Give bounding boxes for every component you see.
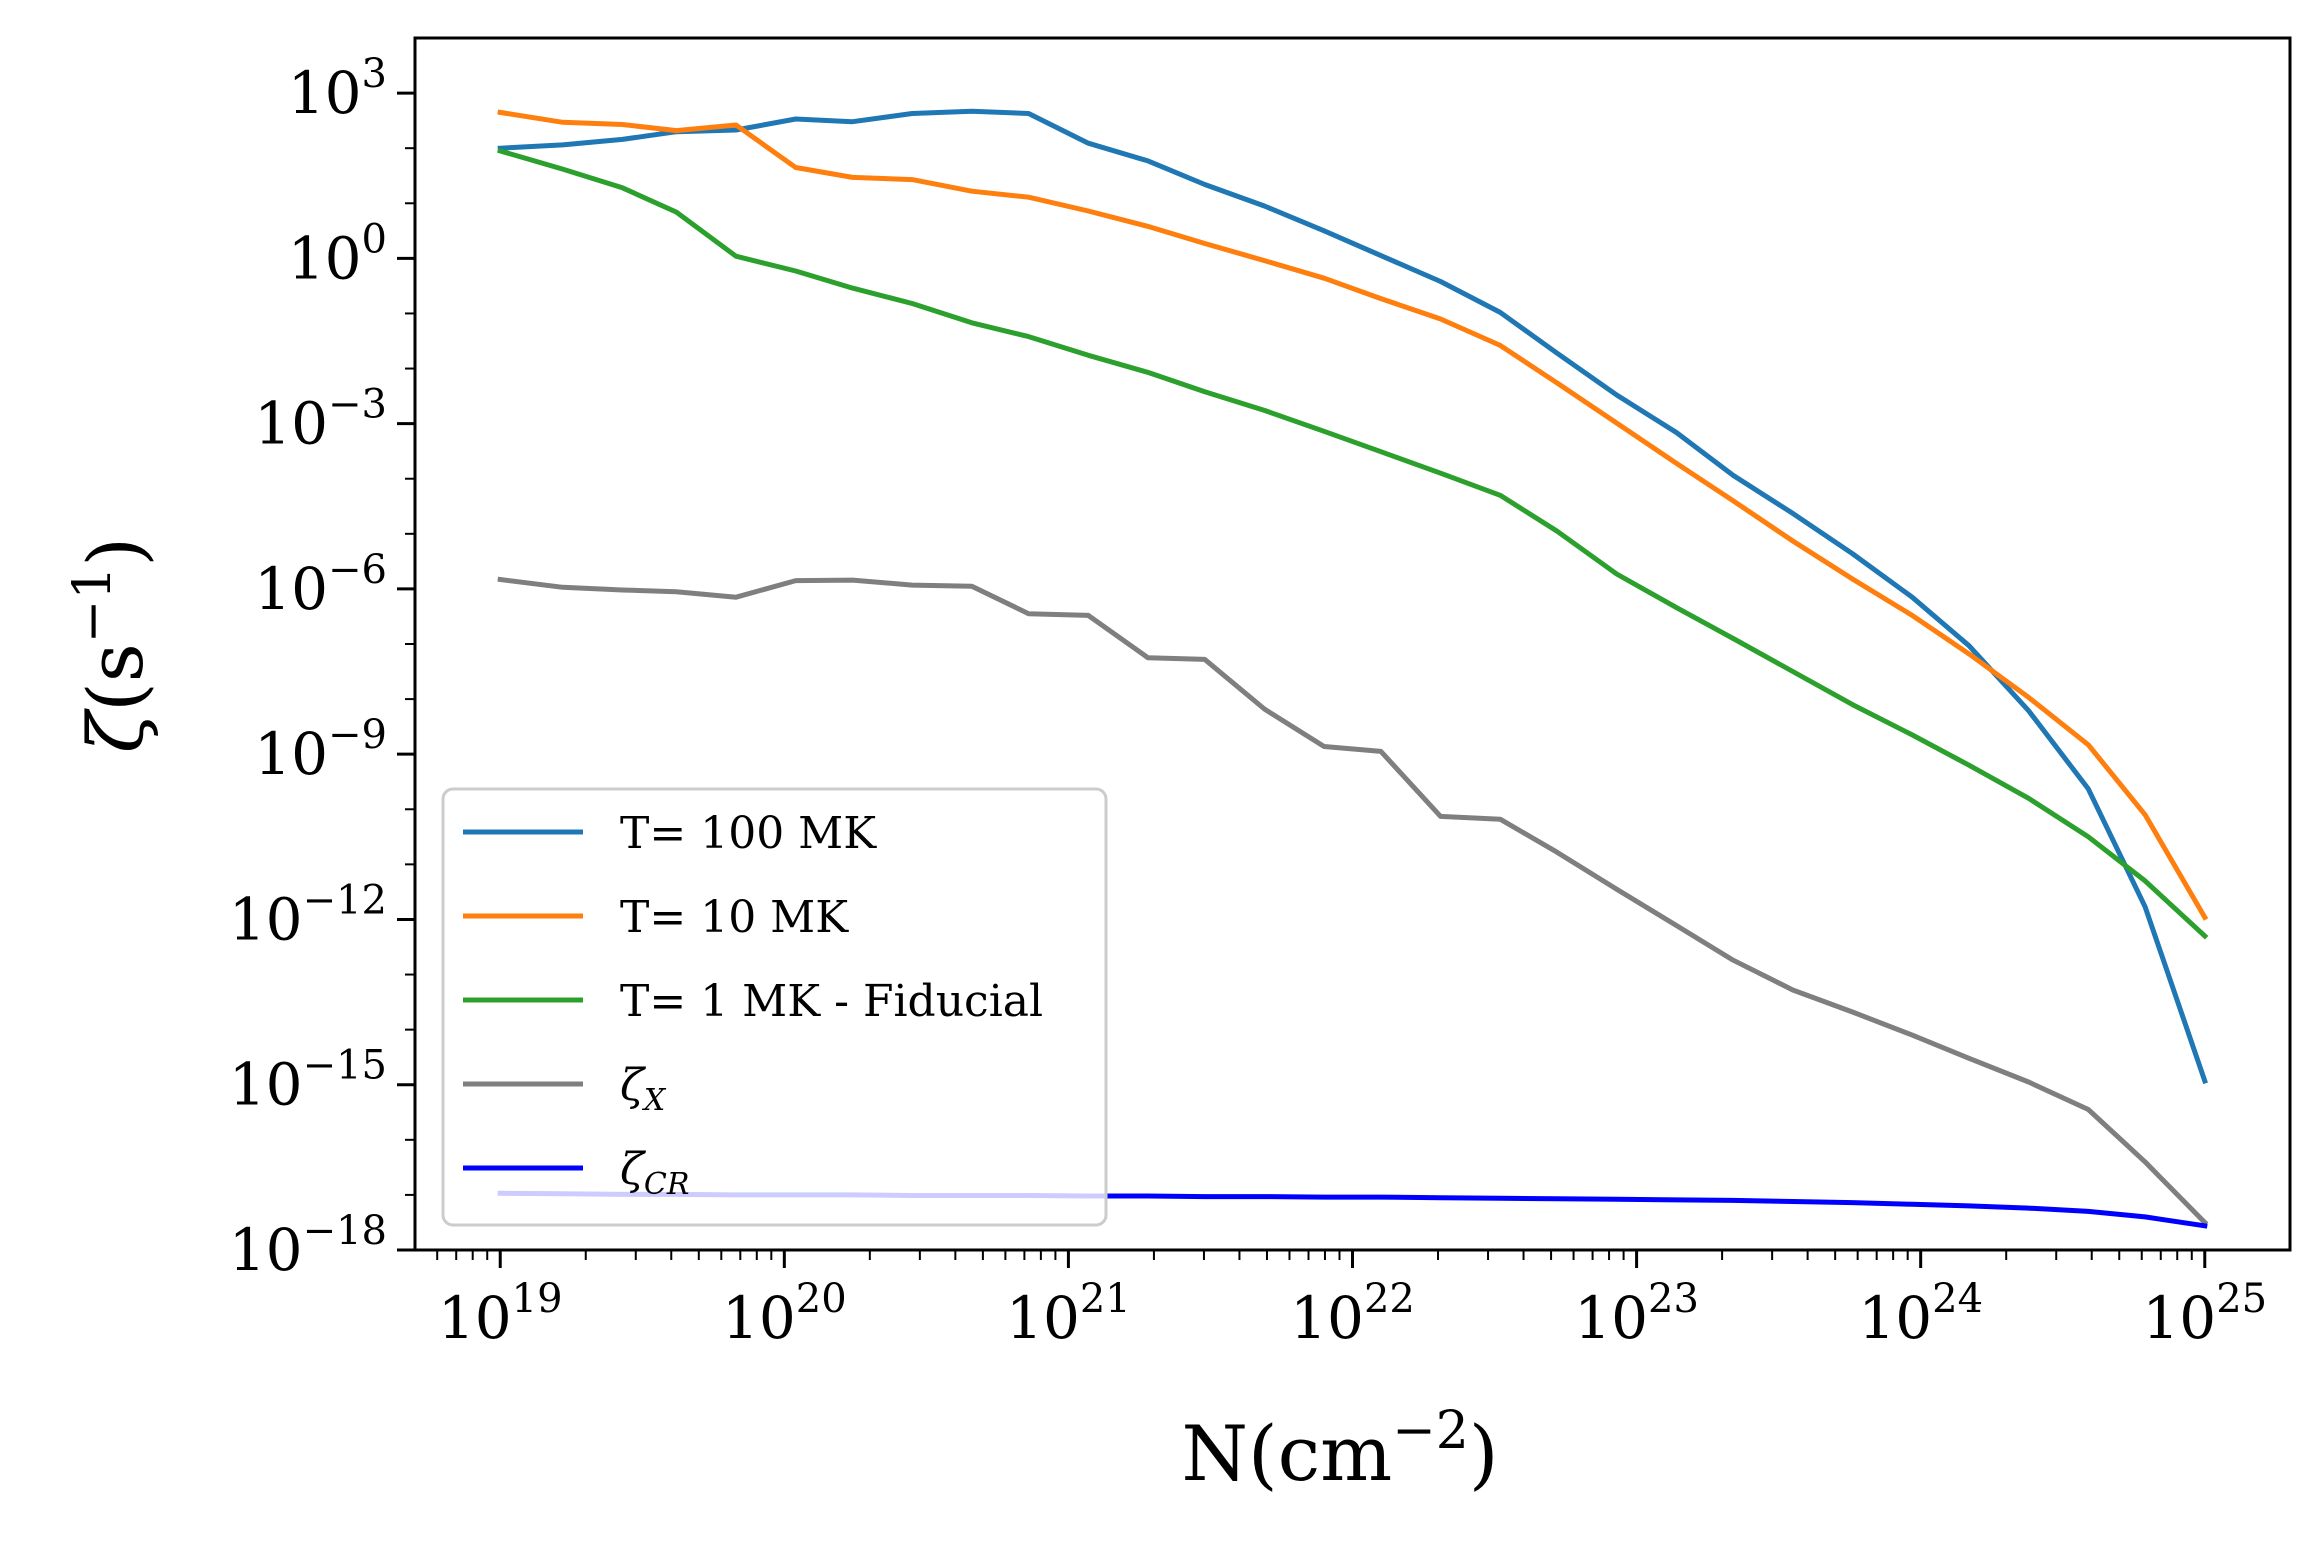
x-tick-label: 1024 <box>1858 1276 1983 1352</box>
legend-label-zeta-x: ζX <box>620 1060 667 1118</box>
x-tick-label: 1023 <box>1574 1276 1699 1352</box>
legend-box <box>441 787 1108 1227</box>
x-tick-label: 1025 <box>2142 1276 2267 1352</box>
legend-entry-1mk-fiducial: T= 1 MK - Fiducial <box>463 976 1043 1027</box>
series-line-t-10-mk <box>497 109 2209 921</box>
legend-entry-zeta-x: ζX <box>463 1060 667 1118</box>
legend-label-10mk: T= 10 MK <box>620 892 849 943</box>
x-tick-label: 1019 <box>438 1276 563 1352</box>
legend-entry-10mk: T= 10 MK <box>463 892 849 943</box>
y-tick-label: 103 <box>288 51 387 127</box>
legend: T= 100 MK T= 10 MK T= 1 MK - Fiducial ζX… <box>441 787 1108 1227</box>
legend-label-1mk-fiducial: T= 1 MK - Fiducial <box>620 976 1043 1027</box>
y-tick-label: 100 <box>288 216 387 292</box>
axis-ticks: 1019 1020 1021 1022 1023 1024 1025 103 100 10−3 10… <box>229 51 2267 1352</box>
x-tick-label: 1022 <box>1290 1276 1415 1352</box>
series-line-zeta-x <box>497 576 2209 1227</box>
legend-label-zeta-cr: ζCR <box>620 1144 689 1202</box>
minor-ticks <box>405 147 2193 1260</box>
y-tick-label: 10−15 <box>229 1043 387 1119</box>
series-line-t-100-mk <box>497 108 2208 1085</box>
y-axis-title: ζ(s−1) <box>63 537 160 753</box>
legend-label-100mk: T= 100 MK <box>620 808 877 859</box>
y-tick-label: 10−12 <box>229 877 387 953</box>
legend-entry-100mk: T= 100 MK <box>463 808 877 859</box>
y-tick-label: 10−9 <box>254 712 387 788</box>
x-axis-title: N(cm−2) <box>1181 1401 1498 1498</box>
x-tick-label: 1020 <box>722 1276 847 1352</box>
series-line-t-1-mk-fiducial <box>497 147 2209 940</box>
y-tick-label: 10−3 <box>254 382 387 458</box>
x-tick-label: 1021 <box>1006 1276 1131 1352</box>
y-tick-label: 10−18 <box>229 1208 387 1284</box>
y-tick-label: 10−6 <box>254 547 387 623</box>
legend-entry-zeta-cr: ζCR <box>463 1144 689 1202</box>
